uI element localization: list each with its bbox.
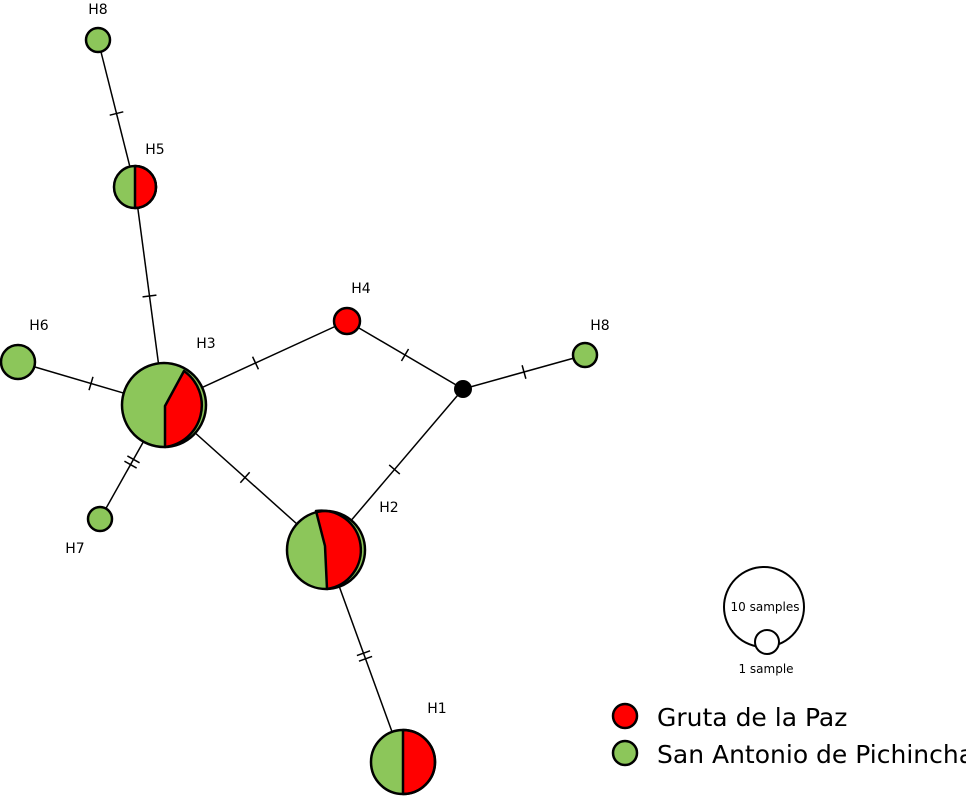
mutation-tick xyxy=(124,460,138,469)
haplotype-node-H8b xyxy=(571,341,599,369)
legend-swatch-gruta xyxy=(611,702,639,730)
haplotype-label-H6: H6 xyxy=(29,318,49,334)
haplotype-node-median xyxy=(454,380,472,398)
haplotype-label-H1: H1 xyxy=(427,701,446,717)
haplotype-label-H3: H3 xyxy=(196,336,215,352)
population-legend: Gruta de la Paz San Antonio de Pichincha xyxy=(611,702,966,769)
haplotype-node-H4 xyxy=(332,306,362,336)
haplotype-label-H2: H2 xyxy=(379,500,398,516)
scale-circle-small xyxy=(754,629,780,655)
haplotype-node-H6 xyxy=(0,343,37,381)
legend-label-san-antonio: San Antonio de Pichincha xyxy=(657,740,966,769)
haplotype-node-H1 xyxy=(369,728,437,796)
haplotype-label-H7: H7 xyxy=(65,541,84,557)
haplotype-node-H7 xyxy=(86,505,114,533)
mutation-tick xyxy=(239,471,251,484)
haplotype-node-H2 xyxy=(285,509,367,591)
mutation-tick xyxy=(400,348,410,362)
haplotype-label-H8a: H8 xyxy=(88,2,107,18)
haplotype-node-H3 xyxy=(120,361,208,449)
mutation-tick xyxy=(521,365,527,379)
haplotype-label-H4: H4 xyxy=(351,281,371,297)
mutation-tick xyxy=(142,294,157,298)
pie-slice-gruta xyxy=(133,164,158,210)
haplotype-node-H8a xyxy=(84,26,112,54)
pie-slice-gruta xyxy=(401,728,437,796)
mutation-tick xyxy=(88,376,94,391)
haplotype-node-H5 xyxy=(112,164,158,210)
scale-label-large: 10 samples xyxy=(731,600,800,614)
haplotype-label-H5: H5 xyxy=(145,142,164,158)
mutation-tick xyxy=(126,455,140,464)
legend-swatch-san-antonio xyxy=(611,739,639,767)
mutation-tick xyxy=(109,111,124,116)
scale-label-small: 1 sample xyxy=(738,662,793,676)
mutation-tick xyxy=(251,356,260,370)
mutation-tick xyxy=(358,655,373,662)
mutation-tick xyxy=(388,464,401,475)
scale-legend: 10 samples 1 sample xyxy=(723,566,805,676)
legend-label-gruta: Gruta de la Paz xyxy=(657,703,847,732)
haplotype-label-H8b: H8 xyxy=(590,318,609,334)
mutation-tick xyxy=(356,650,371,657)
